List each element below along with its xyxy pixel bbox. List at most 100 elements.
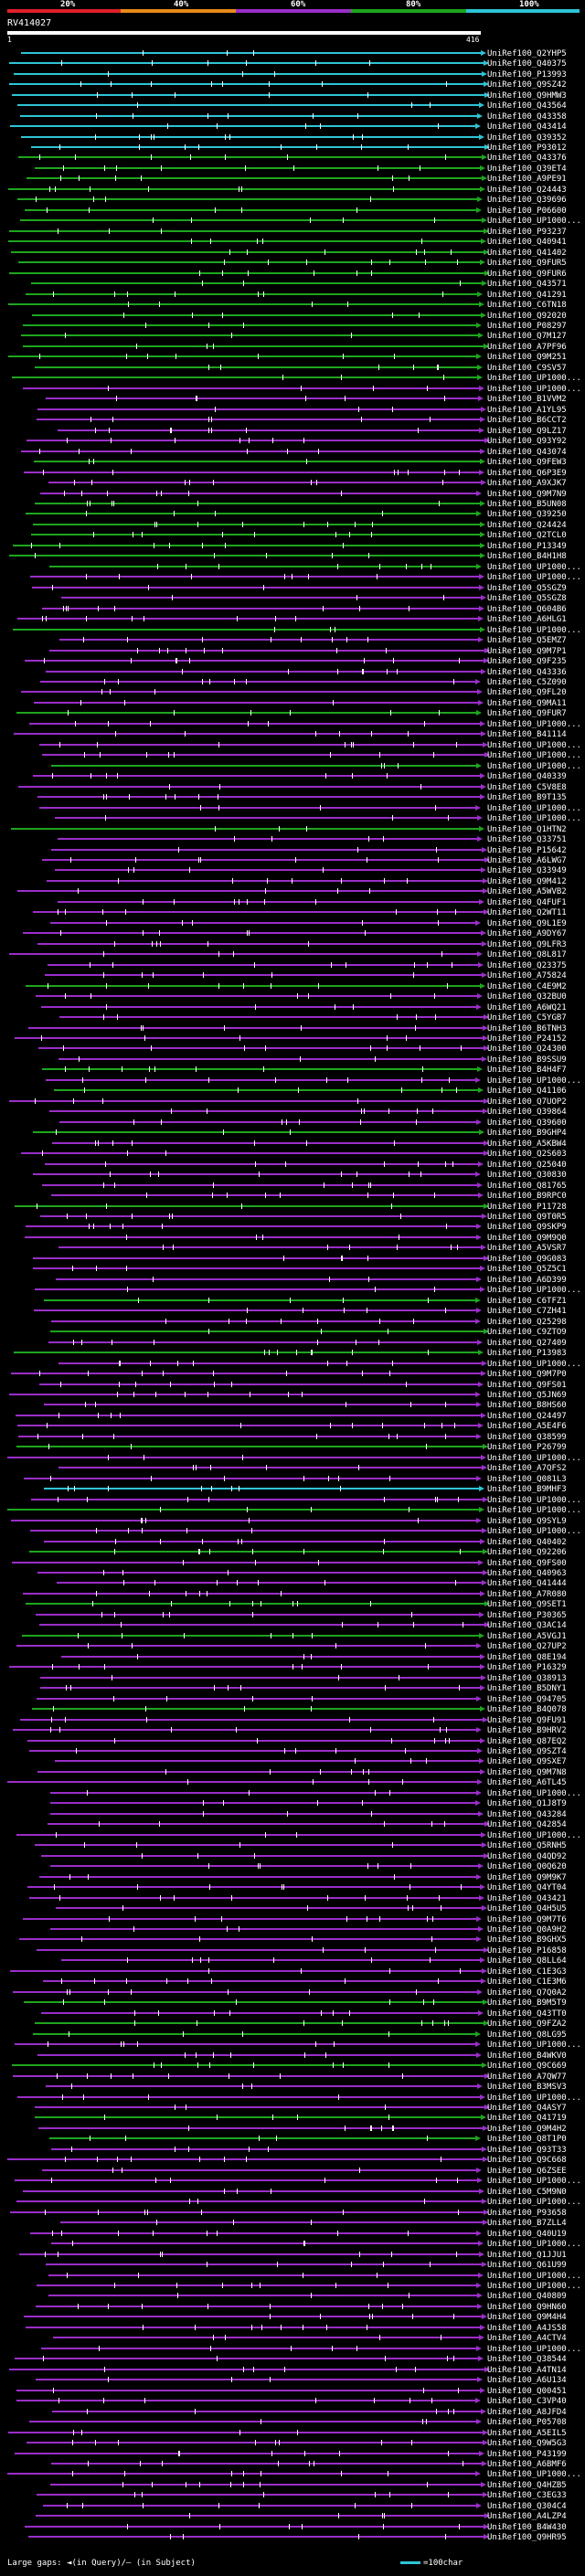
hit-label[interactable]: UniRef100_Q4ASY7: [487, 2104, 567, 2113]
hit-label[interactable]: UniRef100_Q9FEW3: [487, 458, 567, 467]
hit-label[interactable]: UniRef100_Q38599: [487, 1433, 567, 1442]
hit-label[interactable]: UniRef100_C9SV57: [487, 364, 567, 373]
hit-label[interactable]: UniRef100_UP1000...: [487, 762, 581, 771]
hit-label[interactable]: UniRef100_Q39696: [487, 196, 567, 205]
hit-label[interactable]: UniRef100_UP1000...: [487, 374, 581, 383]
hit-label[interactable]: UniRef100_Q2S603: [487, 1150, 567, 1159]
hit-label[interactable]: UniRef100_Q1JJU1: [487, 2251, 567, 2260]
hit-label[interactable]: UniRef100_Q0Q620: [487, 1862, 567, 1871]
hit-label[interactable]: UniRef100_Q9SKP9: [487, 1223, 567, 1232]
hit-label[interactable]: UniRef100_Q39ET4: [487, 164, 567, 174]
hit-label[interactable]: UniRef100_UP1000...: [487, 1286, 581, 1295]
hit-label[interactable]: UniRef100_UP1000...: [487, 751, 581, 760]
hit-label[interactable]: UniRef100_Q93Y92: [487, 437, 567, 446]
hit-label[interactable]: UniRef100_UP1000...: [487, 2041, 581, 2050]
hit-label[interactable]: UniRef100_Q9FS00: [487, 1559, 567, 1568]
hit-label[interactable]: UniRef100_A6BMF6: [487, 2460, 567, 2469]
hit-label[interactable]: UniRef100_Q40U19: [487, 2230, 567, 2239]
hit-label[interactable]: UniRef100_Q43074: [487, 448, 567, 457]
hit-label[interactable]: UniRef100_P15642: [487, 846, 567, 855]
hit-label[interactable]: UniRef100_A4CTV4: [487, 2334, 567, 2343]
hit-label[interactable]: UniRef100_UP1000...: [487, 1076, 581, 1086]
hit-label[interactable]: UniRef100_P93012: [487, 143, 567, 153]
hit-label[interactable]: UniRef100_B4W430: [487, 2523, 567, 2532]
hit-label[interactable]: UniRef100_C3EG33: [487, 2491, 567, 2500]
hit-label[interactable]: UniRef100_A7QW77: [487, 2072, 567, 2082]
hit-label[interactable]: UniRef100_Q5Z5C1: [487, 1265, 567, 1274]
hit-label[interactable]: UniRef100_Q6ZSEE: [487, 2167, 567, 2176]
hit-label[interactable]: UniRef100_A7PF96: [487, 343, 567, 352]
hit-label[interactable]: UniRef100_Q2WT11: [487, 908, 567, 917]
hit-label[interactable]: UniRef100_Q604B6: [487, 605, 567, 614]
hit-label[interactable]: UniRef100_C5YGB7: [487, 1013, 567, 1023]
hit-label[interactable]: UniRef100_Q9FUR5: [487, 259, 567, 268]
hit-label[interactable]: UniRef100_B4Q078: [487, 1705, 567, 1714]
hit-label[interactable]: UniRef100_A6D399: [487, 1276, 567, 1285]
hit-label[interactable]: UniRef100_Q9LZ17: [487, 427, 567, 436]
hit-label[interactable]: UniRef100_Q41106: [487, 1087, 567, 1096]
hit-label[interactable]: UniRef100_P08297: [487, 322, 567, 331]
hit-label[interactable]: UniRef100_UP1000...: [487, 1527, 581, 1536]
hit-label[interactable]: UniRef100_A6U134: [487, 2376, 567, 2385]
hit-label[interactable]: UniRef100_UP1000...: [487, 385, 581, 394]
hit-label[interactable]: UniRef100_Q43TT0: [487, 2009, 567, 2019]
hit-label[interactable]: UniRef100_Q25040: [487, 1161, 567, 1170]
hit-label[interactable]: UniRef100_Q8T1P0: [487, 2135, 567, 2144]
hit-label[interactable]: UniRef100_A4JS58: [487, 2324, 567, 2333]
hit-label[interactable]: UniRef100_Q81765: [487, 1182, 567, 1191]
hit-label[interactable]: UniRef100_Q9SZT4: [487, 1747, 567, 1756]
hit-label[interactable]: UniRef100_C7ZH41: [487, 1307, 567, 1316]
hit-label[interactable]: UniRef100_UP1000...: [487, 2470, 581, 2479]
hit-label[interactable]: UniRef100_Q43358: [487, 112, 567, 122]
hit-label[interactable]: UniRef100_Q25298: [487, 1318, 567, 1327]
hit-label[interactable]: UniRef100_Q24497: [487, 1412, 567, 1421]
hit-label[interactable]: UniRef100_Q27409: [487, 1339, 567, 1348]
hit-label[interactable]: UniRef100_Q40375: [487, 59, 567, 69]
hit-label[interactable]: UniRef100_P13993: [487, 70, 567, 80]
hit-label[interactable]: UniRef100_C6TN18: [487, 301, 567, 310]
hit-label[interactable]: UniRef100_Q43564: [487, 101, 567, 111]
hit-label[interactable]: UniRef100_A5WVB2: [487, 887, 567, 896]
hit-label[interactable]: UniRef100_A5KBW4: [487, 1140, 567, 1149]
hit-label[interactable]: UniRef100_P43199: [487, 2450, 567, 2459]
hit-label[interactable]: UniRef100_Q43284: [487, 1810, 567, 1819]
hit-label[interactable]: UniRef100_P16858: [487, 1946, 567, 1956]
hit-label[interactable]: UniRef100_Q3AC14: [487, 1621, 567, 1630]
hit-label[interactable]: UniRef100_B9GHX5: [487, 1935, 567, 1945]
hit-label[interactable]: UniRef100_Q38544: [487, 2355, 567, 2364]
hit-label[interactable]: UniRef100_Q9M412: [487, 877, 567, 886]
hit-label[interactable]: UniRef100_P11728: [487, 1203, 567, 1212]
hit-label[interactable]: UniRef100_Q87EQ2: [487, 1737, 567, 1746]
hit-label[interactable]: UniRef100_Q24424: [487, 521, 567, 530]
hit-label[interactable]: UniRef100_Q39600: [487, 1118, 567, 1128]
hit-label[interactable]: UniRef100_Q24443: [487, 186, 567, 195]
hit-label[interactable]: UniRef100_Q5SGZ9: [487, 584, 567, 593]
hit-label[interactable]: UniRef100_Q4YT04: [487, 1883, 567, 1892]
hit-label[interactable]: UniRef100_Q9M251: [487, 353, 567, 362]
hit-label[interactable]: UniRef100_Q9C668: [487, 2156, 567, 2165]
hit-label[interactable]: UniRef100_Q1J8T9: [487, 1799, 567, 1808]
hit-label[interactable]: UniRef100_P93237: [487, 228, 567, 237]
hit-label[interactable]: UniRef100_B5DNY1: [487, 1684, 567, 1693]
hit-label[interactable]: UniRef100_UP1000...: [487, 804, 581, 813]
hit-label[interactable]: UniRef100_Q38913: [487, 1674, 567, 1683]
hit-label[interactable]: UniRef100_Q5EMZ7: [487, 636, 567, 645]
hit-label[interactable]: UniRef100_UP1000...: [487, 1360, 581, 1369]
hit-label[interactable]: UniRef100_Q40941: [487, 238, 567, 247]
hit-label[interactable]: UniRef100_Q9M7N8: [487, 1768, 567, 1777]
hit-label[interactable]: UniRef100_UP1000...: [487, 1506, 581, 1515]
hit-label[interactable]: UniRef100_B4H4F7: [487, 1065, 567, 1075]
hit-label[interactable]: UniRef100_Q39864: [487, 1108, 567, 1117]
hit-label[interactable]: UniRef100_Q9FU91: [487, 1716, 567, 1725]
hit-label[interactable]: UniRef100_Q9M7T6: [487, 1915, 567, 1924]
hit-label[interactable]: UniRef100_A5EIL5: [487, 2429, 567, 2438]
hit-label[interactable]: UniRef100_Q30830: [487, 1171, 567, 1180]
hit-label[interactable]: UniRef100_Q9M7N9: [487, 490, 567, 499]
hit-label[interactable]: UniRef100_Q41444: [487, 1579, 567, 1588]
hit-label[interactable]: UniRef100_A6LWG7: [487, 856, 567, 865]
hit-label[interactable]: UniRef100_Q9F235: [487, 657, 567, 666]
hit-label[interactable]: UniRef100_Q9HMW3: [487, 91, 567, 101]
hit-label[interactable]: UniRef100_P24152: [487, 1034, 567, 1044]
hit-label[interactable]: UniRef100_A6HLG1: [487, 615, 567, 624]
hit-label[interactable]: UniRef100_Q4H5U5: [487, 1904, 567, 1913]
